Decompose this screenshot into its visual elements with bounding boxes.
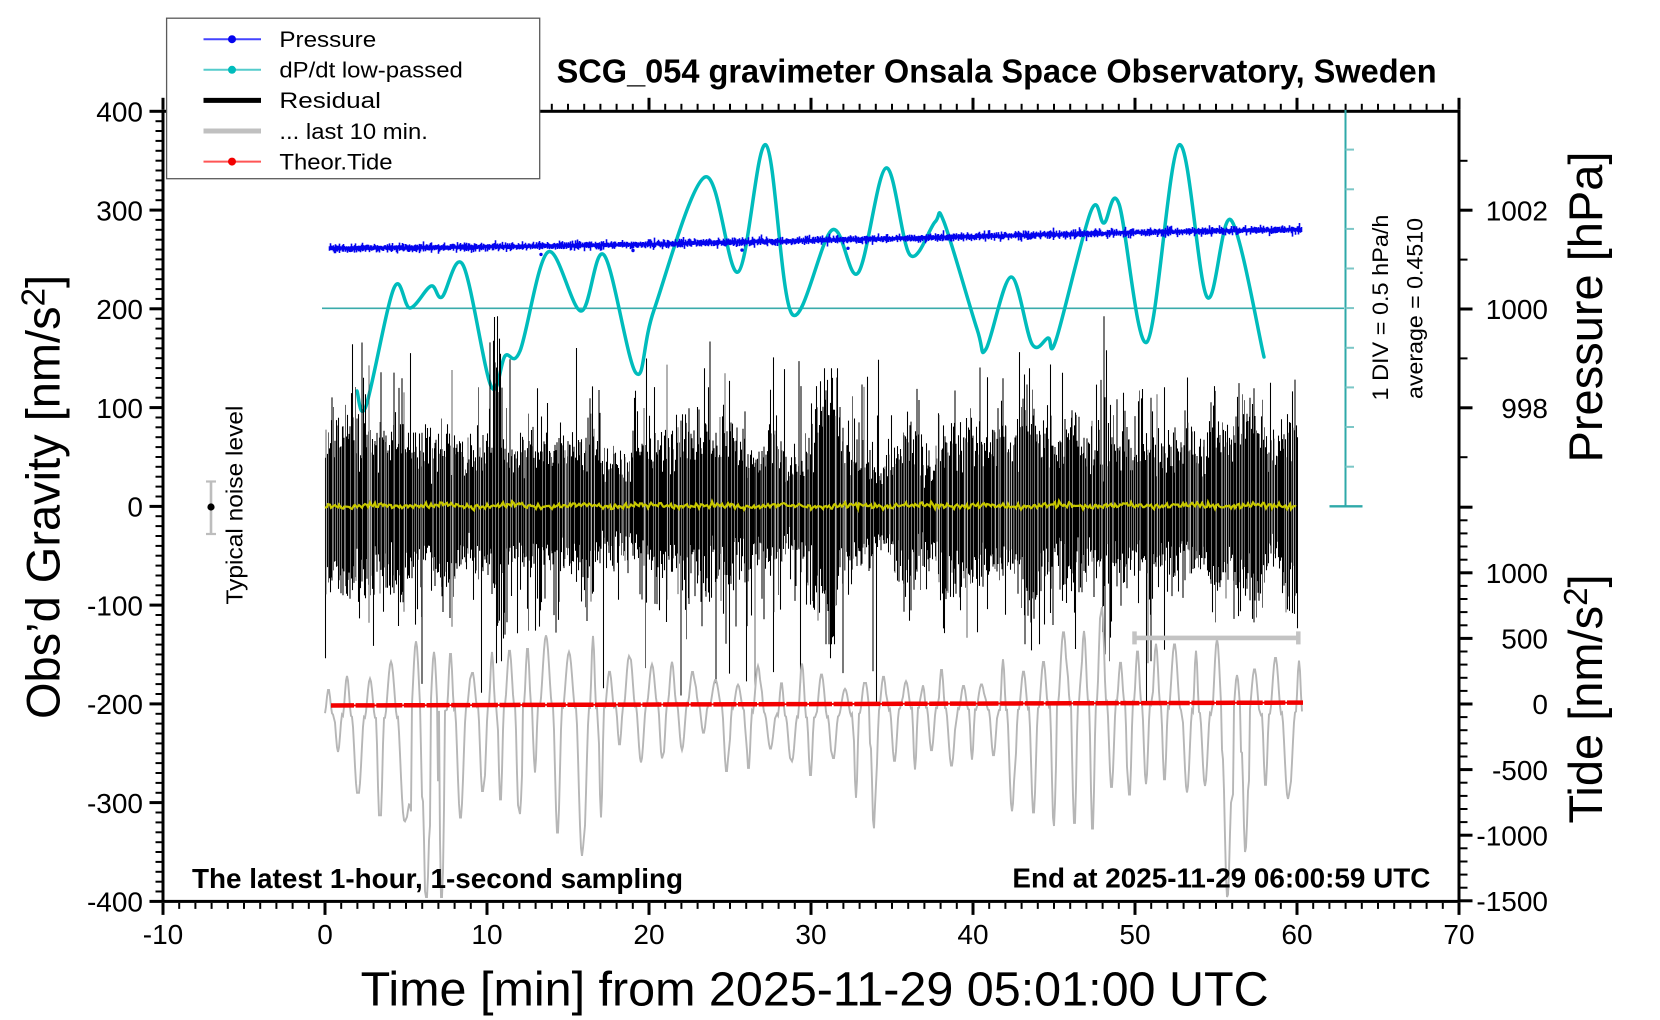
svg-text:1000: 1000 [1486,558,1548,589]
svg-text:60: 60 [1281,919,1312,950]
svg-text:-200: -200 [87,689,143,720]
svg-text:Obs’d Gravity [nm/s2]: Obs’d Gravity [nm/s2] [15,275,70,719]
svg-text:500: 500 [1501,624,1548,655]
svg-text:1 DIV = 0.5 hPa/h: 1 DIV = 0.5 hPa/h [1368,215,1393,401]
svg-text:998: 998 [1501,393,1548,424]
svg-text:0: 0 [1532,689,1548,720]
svg-text:average = 0.4510: average = 0.4510 [1403,218,1428,399]
svg-text:... last 10 min.: ... last 10 min. [279,119,428,144]
svg-text:1002: 1002 [1486,195,1548,226]
svg-text:1000: 1000 [1486,294,1548,325]
svg-text:70: 70 [1443,919,1474,950]
svg-text:SCG_054 gravimeter Onsala Spac: SCG_054 gravimeter Onsala Space Observat… [557,52,1437,89]
svg-text:300: 300 [96,195,143,226]
svg-text:0: 0 [317,919,333,950]
svg-text:Theor.Tide: Theor.Tide [279,149,392,174]
svg-text:Residual: Residual [279,88,381,113]
svg-text:-100: -100 [87,590,143,621]
svg-text:The latest 1-hour, 1-second sa: The latest 1-hour, 1-second sampling [192,863,683,894]
svg-text:200: 200 [96,294,143,325]
svg-text:Pressure [hPa]: Pressure [hPa] [1559,152,1612,463]
svg-text:100: 100 [96,393,143,424]
svg-text:-400: -400 [87,887,143,918]
svg-text:-500: -500 [1492,755,1548,786]
svg-text:30: 30 [795,919,826,950]
svg-text:10: 10 [471,919,502,950]
svg-text:dP/dt low-passed: dP/dt low-passed [279,58,462,83]
svg-text:0: 0 [127,492,143,523]
svg-text:400: 400 [96,97,143,128]
svg-text:Pressure: Pressure [279,27,376,52]
svg-text:50: 50 [1119,919,1150,950]
svg-text:End at 2025-11-29 06:00:59 UTC: End at 2025-11-29 06:00:59 UTC [1012,863,1430,894]
svg-text:40: 40 [957,919,988,950]
svg-text:Time [min] from 2025-11-29 05:: Time [min] from 2025-11-29 05:01:00 UTC [361,964,1269,1017]
svg-text:-1500: -1500 [1476,886,1548,917]
svg-text:-300: -300 [87,788,143,819]
svg-text:Tide [nm/s2]: Tide [nm/s2] [1557,574,1612,823]
svg-text:20: 20 [633,919,664,950]
svg-text:Typical noise level: Typical noise level [222,406,248,605]
svg-text:-10: -10 [143,919,183,950]
svg-text:-1000: -1000 [1476,820,1548,851]
